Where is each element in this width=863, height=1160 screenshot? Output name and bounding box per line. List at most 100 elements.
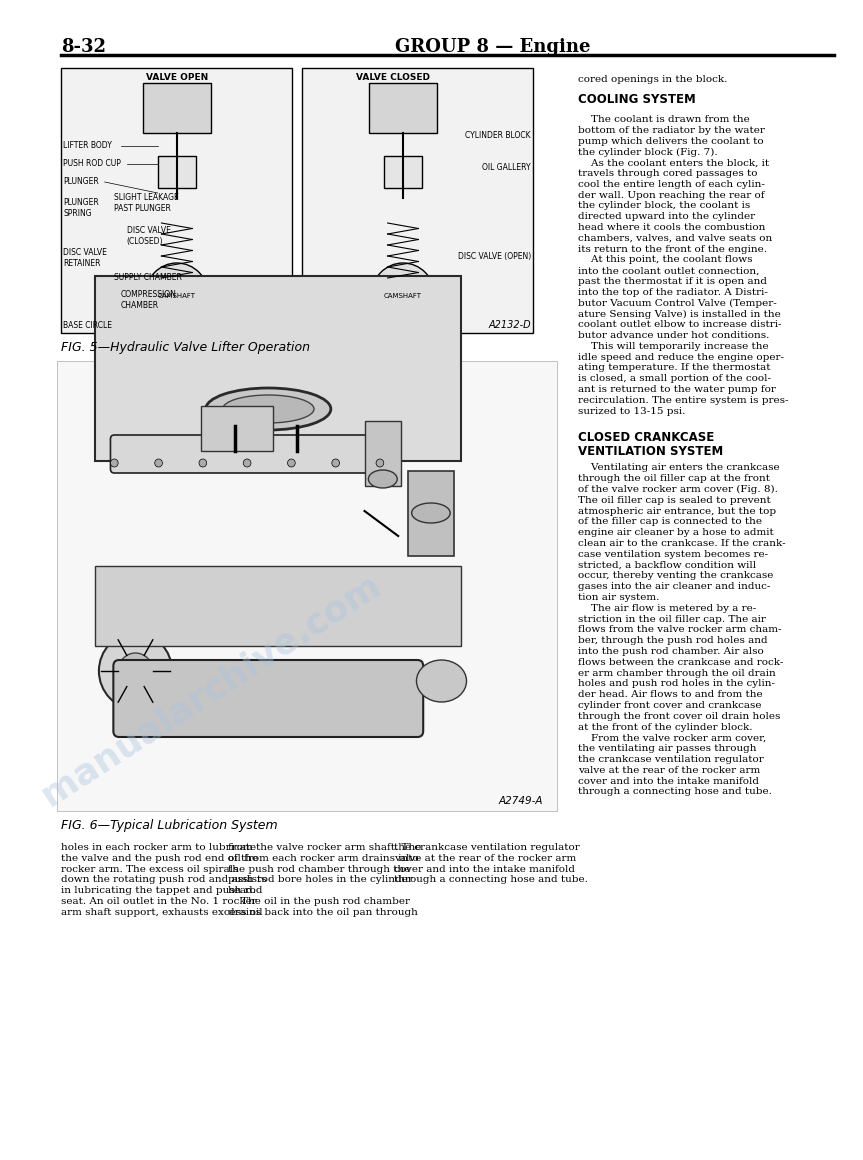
Text: VALVE OPEN: VALVE OPEN [146, 73, 208, 82]
Text: tion air system.: tion air system. [578, 593, 659, 602]
Text: The oil filler cap is sealed to prevent: The oil filler cap is sealed to prevent [578, 495, 771, 505]
Text: into the push rod chamber. Air also: into the push rod chamber. Air also [578, 647, 764, 657]
Text: rocker arm. The excess oil spirals: rocker arm. The excess oil spirals [61, 864, 239, 873]
Text: PLUNGER
SPRING: PLUNGER SPRING [63, 198, 99, 218]
Bar [408, 471, 454, 556]
Text: VENTILATION SYSTEM: VENTILATION SYSTEM [578, 445, 723, 458]
Text: SUPPLY CHAMBER: SUPPLY CHAMBER [114, 274, 182, 283]
Text: into the top of the radiator. A Distri-: into the top of the radiator. A Distri- [578, 288, 768, 297]
Text: er arm chamber through the oil drain: er arm chamber through the oil drain [578, 668, 776, 677]
Text: VALVE CLOSED: VALVE CLOSED [356, 73, 431, 82]
Text: the crankcase ventilation regulator: the crankcase ventilation regulator [578, 755, 764, 764]
Text: head where it cools the combustion: head where it cools the combustion [578, 223, 765, 232]
Text: A2132-D: A2132-D [488, 320, 531, 329]
Text: der head. Air flows to and from the: der head. Air flows to and from the [578, 690, 763, 699]
Text: ature Sensing Valve) is installed in the: ature Sensing Valve) is installed in the [578, 310, 781, 319]
FancyBboxPatch shape [57, 361, 557, 811]
Circle shape [199, 459, 207, 467]
Text: atmospheric air entrance, but the top: atmospheric air entrance, but the top [578, 507, 777, 515]
Text: The oil in the push rod chamber: The oil in the push rod chamber [228, 897, 410, 906]
Text: GROUP 8 — Engine: GROUP 8 — Engine [395, 38, 590, 56]
Text: engine air cleaner by a hose to admit: engine air cleaner by a hose to admit [578, 528, 774, 537]
Text: head.: head. [228, 886, 257, 896]
Text: FIG. 6—Typical Lubrication System: FIG. 6—Typical Lubrication System [61, 819, 278, 832]
Circle shape [243, 459, 251, 467]
Text: travels through cored passages to: travels through cored passages to [578, 169, 758, 177]
Text: striction in the oil filler cap. The air: striction in the oil filler cap. The air [578, 615, 766, 624]
Text: idle speed and reduce the engine oper-: idle speed and reduce the engine oper- [578, 353, 784, 362]
Text: occur, thereby venting the crankcase: occur, thereby venting the crankcase [578, 572, 773, 580]
Ellipse shape [412, 503, 450, 523]
Text: manualarchive.com: manualarchive.com [35, 567, 387, 812]
Text: ating temperature. If the thermostat: ating temperature. If the thermostat [578, 363, 771, 372]
Text: oil from each rocker arm drains into: oil from each rocker arm drains into [228, 854, 419, 863]
Text: valve at the rear of the rocker arm: valve at the rear of the rocker arm [578, 766, 760, 775]
Text: coolant outlet elbow to increase distri-: coolant outlet elbow to increase distri- [578, 320, 782, 329]
Ellipse shape [369, 470, 397, 488]
Text: From the valve rocker arm cover,: From the valve rocker arm cover, [578, 733, 766, 742]
Text: 8-32: 8-32 [61, 38, 106, 56]
Text: CAMSHAFT: CAMSHAFT [158, 293, 196, 299]
Text: holes in each rocker arm to lubricate: holes in each rocker arm to lubricate [61, 843, 256, 851]
Text: flows between the crankcase and rock-: flows between the crankcase and rock- [578, 658, 784, 667]
Text: ant is returned to the water pump for: ant is returned to the water pump for [578, 385, 776, 394]
Bar [95, 566, 461, 646]
Bar [143, 84, 211, 133]
Bar [384, 155, 422, 188]
Text: through the front cover oil drain holes: through the front cover oil drain holes [578, 712, 780, 720]
Text: cool the entire length of each cylin-: cool the entire length of each cylin- [578, 180, 765, 189]
Text: holes and push rod holes in the cylin-: holes and push rod holes in the cylin- [578, 680, 775, 688]
Text: PUSH ROD CUP: PUSH ROD CUP [63, 160, 121, 168]
Text: DISC VALVE (OPEN): DISC VALVE (OPEN) [457, 252, 531, 261]
Text: arm shaft support, exhausts excess oil: arm shaft support, exhausts excess oil [61, 908, 263, 916]
Circle shape [145, 263, 209, 329]
Text: bottom of the radiator by the water: bottom of the radiator by the water [578, 125, 765, 135]
Text: DISC VALVE
RETAINER: DISC VALVE RETAINER [63, 248, 107, 268]
Circle shape [99, 633, 172, 709]
Text: the ventilating air passes through: the ventilating air passes through [578, 745, 757, 753]
Text: through a connecting hose and tube.: through a connecting hose and tube. [394, 876, 589, 884]
Text: surized to 13-15 psi.: surized to 13-15 psi. [578, 407, 685, 415]
Bar [158, 155, 196, 188]
Text: ber, through the push rod holes and: ber, through the push rod holes and [578, 636, 768, 645]
Text: past the thermostat if it is open and: past the thermostat if it is open and [578, 277, 767, 287]
FancyBboxPatch shape [61, 68, 293, 333]
Text: directed upward into the cylinder: directed upward into the cylinder [578, 212, 755, 222]
Text: through the oil filler cap at the front: through the oil filler cap at the front [578, 474, 770, 484]
Text: flows from the valve rocker arm cham-: flows from the valve rocker arm cham- [578, 625, 782, 635]
Text: the crankcase ventilation regulator: the crankcase ventilation regulator [394, 843, 580, 851]
Text: drains back into the oil pan through: drains back into the oil pan through [228, 908, 418, 916]
Text: clean air to the crankcase. If the crank-: clean air to the crankcase. If the crank… [578, 539, 786, 548]
Text: This will temporarily increase the: This will temporarily increase the [578, 342, 769, 350]
Text: cored openings in the block.: cored openings in the block. [578, 75, 728, 84]
Text: the push rod chamber through the: the push rod chamber through the [228, 864, 410, 873]
Text: cover and into the intake manifold: cover and into the intake manifold [578, 776, 759, 785]
Text: Ventilating air enters the crankcase: Ventilating air enters the crankcase [578, 463, 780, 472]
Bar [369, 84, 437, 133]
Text: in lubricating the tappet and push rod: in lubricating the tappet and push rod [61, 886, 263, 896]
Text: COOLING SYSTEM: COOLING SYSTEM [578, 93, 696, 106]
Text: valve at the rear of the rocker arm: valve at the rear of the rocker arm [394, 854, 576, 863]
Text: CLOSED CRANKCASE: CLOSED CRANKCASE [578, 432, 715, 444]
Text: BASE CIRCLE: BASE CIRCLE [63, 320, 112, 329]
Bar [95, 276, 461, 461]
FancyBboxPatch shape [302, 68, 533, 333]
Text: CYLINDER BLOCK: CYLINDER BLOCK [465, 131, 531, 140]
Text: As the coolant enters the block, it: As the coolant enters the block, it [578, 158, 769, 167]
Text: PLUNGER: PLUNGER [63, 177, 99, 187]
Text: OIL GALLERY: OIL GALLERY [482, 164, 531, 173]
Circle shape [371, 263, 435, 329]
Text: A2749-A: A2749-A [498, 796, 543, 806]
Text: FIG. 5—Hydraulic Valve Lifter Operation: FIG. 5—Hydraulic Valve Lifter Operation [61, 341, 311, 354]
Text: of the filler cap is connected to the: of the filler cap is connected to the [578, 517, 762, 527]
Text: into the coolant outlet connection,: into the coolant outlet connection, [578, 266, 759, 275]
Bar [201, 406, 273, 451]
Text: butor advance under hot conditions.: butor advance under hot conditions. [578, 331, 770, 340]
Text: seat. An oil outlet in the No. 1 rocker: seat. An oil outlet in the No. 1 rocker [61, 897, 257, 906]
Circle shape [287, 459, 295, 467]
Text: its return to the front of the engine.: its return to the front of the engine. [578, 245, 767, 254]
Text: at the front of the cylinder block.: at the front of the cylinder block. [578, 723, 753, 732]
Text: At this point, the coolant flows: At this point, the coolant flows [578, 255, 753, 264]
Text: is closed, a small portion of the cool-: is closed, a small portion of the cool- [578, 375, 772, 383]
Text: stricted, a backflow condition will: stricted, a backflow condition will [578, 560, 756, 570]
